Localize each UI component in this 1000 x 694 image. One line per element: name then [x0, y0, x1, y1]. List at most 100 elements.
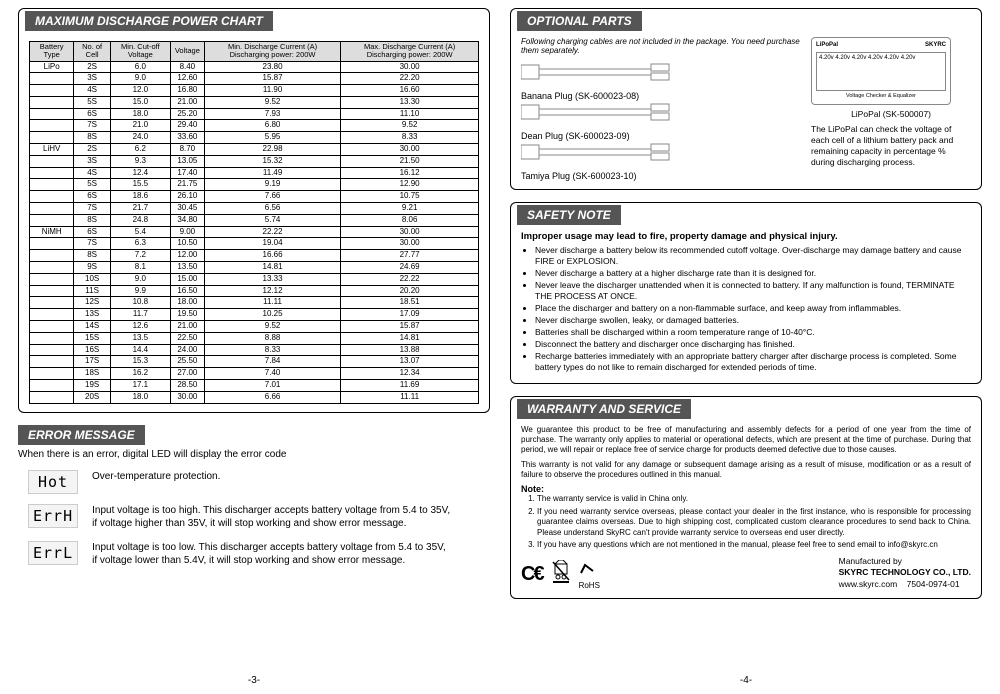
table-header: Battery Type — [30, 42, 74, 62]
notes-list: The warranty service is valid in China o… — [521, 494, 971, 550]
cert-icons: C€ RoHS — [521, 559, 600, 590]
safety-item: Recharge batteries immediately with an a… — [535, 351, 971, 373]
lipopal-mfr: SKYRC — [925, 42, 946, 50]
table-header: No. of Cell — [74, 42, 110, 62]
safety-item: Never discharge swollen, leaky, or damag… — [535, 315, 971, 326]
safety-body: Improper usage may lead to fire, propert… — [510, 225, 982, 384]
cable-label: Dean Plug (SK-600023-09) — [521, 131, 801, 141]
safety-list: Never discharge a battery below its reco… — [521, 245, 971, 374]
safety-item: Never discharge a battery at a higher di… — [535, 268, 971, 279]
safety-item: Disconnect the battery and discharger on… — [535, 339, 971, 350]
note-label: Note: — [521, 484, 971, 494]
cable-label: Banana Plug (SK-600023-08) — [521, 91, 801, 101]
table-row: 18S16.227.007.4012.34 — [30, 368, 479, 380]
safety-item: Place the discharger and battery on a no… — [535, 303, 971, 314]
note-item: If you need warranty service overseas, p… — [537, 507, 971, 538]
error-row: ErrHInput voltage is too high. This disc… — [28, 504, 490, 531]
table-row: 12S10.818.0011.1118.51 — [30, 297, 479, 309]
discharge-table: Battery TypeNo. of CellMin. Cut-off Volt… — [29, 41, 479, 404]
table-row: 19S17.128.507.0111.69 — [30, 380, 479, 392]
cable-row — [521, 61, 801, 83]
mfr-web: www.skyrc.com — [839, 579, 898, 589]
warranty-header: WARRANTY AND SERVICE — [517, 399, 691, 419]
rohs-icon: RoHS — [579, 559, 600, 590]
table-row: 15S13.522.508.8814.81 — [30, 332, 479, 344]
error-row: Hot Over-temperature protection. — [28, 470, 490, 494]
warranty-body: We guarantee this product to be free of … — [510, 419, 982, 599]
table-header: Voltage — [170, 42, 204, 62]
note-item: If you have any questions which are not … — [537, 540, 971, 550]
optional-parts-header: OPTIONAL PARTS — [517, 11, 642, 31]
table-row: LiPo2S6.08.4023.8030.00 — [30, 61, 479, 73]
table-row: 11S9.916.5012.1220.20 — [30, 285, 479, 297]
error-desc: Input voltage is too low. This discharge… — [92, 541, 452, 568]
cable-label: Tamiya Plug (SK-600023-10) — [521, 171, 801, 181]
table-row: 7S21.029.406.809.52 — [30, 120, 479, 132]
table-header: Max. Discharge Current (A) Discharging p… — [341, 42, 479, 62]
manufacturer-info: Manufactured by SKYRC TECHNOLOGY CO., LT… — [839, 556, 971, 589]
page-4: OPTIONAL PARTS Following charging cables… — [510, 8, 982, 686]
table-row: 9S8.113.5014.8124.69 — [30, 262, 479, 274]
lipopal-device: LiPoPal SKYRC 4.20v 4.20v 4.20v 4.20v 4.… — [811, 37, 951, 105]
cable-row — [521, 141, 801, 163]
safety-item: Never leave the discharger unattended wh… — [535, 280, 971, 302]
cable-icon — [521, 141, 671, 163]
lipopal-brand: LiPoPal — [816, 42, 838, 50]
table-row: 8S24.834.805.748.06 — [30, 214, 479, 226]
table-row: 17S15.325.507.8413.07 — [30, 356, 479, 368]
table-row: 8S7.212.0016.6627.77 — [30, 250, 479, 262]
table-row: 3S9.313.0515.3221.50 — [30, 155, 479, 167]
cable-icon — [521, 101, 671, 123]
table-row: 4S12.417.4011.4916.12 — [30, 167, 479, 179]
note-item: The warranty service is valid in China o… — [537, 494, 971, 504]
table-row: 3S9.012.6015.8722.20 — [30, 73, 479, 85]
cable-row — [521, 101, 801, 123]
safety-warning: Improper usage may lead to fire, propert… — [521, 231, 971, 242]
safety-section: SAFETY NOTE Improper usage may lead to f… — [510, 202, 982, 384]
table-row: 8S24.033.605.958.33 — [30, 132, 479, 144]
error-section: ERROR MESSAGE When there is an error, di… — [18, 425, 490, 568]
error-code: Hot — [28, 470, 78, 494]
table-row: 6S18.025.207.9311.10 — [30, 108, 479, 120]
error-code: ErrL — [28, 541, 78, 565]
table-row: NiMH6S5.49.0022.2230.00 — [30, 226, 479, 238]
warranty-p1: We guarantee this product to be free of … — [521, 425, 971, 456]
table-row: 7S21.730.456.569.21 — [30, 203, 479, 215]
mfr-code: 7504-0974-01 — [907, 579, 960, 589]
error-row: ErrL Input voltage is too low. This disch… — [28, 541, 490, 568]
warranty-section: WARRANTY AND SERVICE We guarantee this p… — [510, 396, 982, 599]
table-row: 10S9.015.0013.3322.22 — [30, 273, 479, 285]
page-3: MAXIMUM DISCHARGE POWER CHART Battery Ty… — [18, 8, 490, 686]
page-number-right: -4- — [510, 675, 982, 686]
discharge-header: MAXIMUM DISCHARGE POWER CHART — [25, 11, 273, 31]
warranty-p2: This warranty is not valid for any damag… — [521, 460, 971, 481]
discharge-section: MAXIMUM DISCHARGE POWER CHART Battery Ty… — [18, 8, 490, 413]
error-intro: When there is an error, digital LED will… — [18, 449, 490, 460]
table-row: 7S6.310.5019.0430.00 — [30, 238, 479, 250]
mfr-company: SKYRC TECHNOLOGY CO., LTD. — [839, 567, 971, 578]
table-row: LiHV2S6.28.7022.9830.00 — [30, 144, 479, 156]
table-header: Min. Discharge Current (A) Discharging p… — [204, 42, 340, 62]
error-desc: Over-temperature protection. — [92, 470, 220, 484]
table-row: 5S15.521.759.1912.90 — [30, 179, 479, 191]
discharge-body: Battery TypeNo. of CellMin. Cut-off Volt… — [18, 31, 490, 413]
table-row: 13S11.719.5010.2517.09 — [30, 309, 479, 321]
lipopal-sub: Voltage Checker & Equalizer — [816, 93, 946, 100]
table-row: 5S15.021.009.5213.30 — [30, 96, 479, 108]
cable-icon — [521, 61, 671, 83]
error-header: ERROR MESSAGE — [18, 425, 145, 445]
table-row: 20S18.030.006.6611.11 — [30, 391, 479, 403]
page-number-left: -3- — [18, 675, 490, 686]
mfr-by: Manufactured by — [839, 556, 971, 567]
optional-intro: Following charging cables are not includ… — [521, 37, 801, 55]
table-row: 4S12.016.8011.9016.60 — [30, 85, 479, 97]
table-row: 16S14.424.008.3313.88 — [30, 344, 479, 356]
lipopal-desc: The LiPoPal can check the voltage of eac… — [811, 124, 971, 168]
table-row: 6S18.626.107.6610.75 — [30, 191, 479, 203]
optional-parts-section: OPTIONAL PARTS Following charging cables… — [510, 8, 982, 190]
safety-header: SAFETY NOTE — [517, 205, 621, 225]
table-row: 14S12.621.009.5215.87 — [30, 321, 479, 333]
safety-item: Never discharge a battery below its reco… — [535, 245, 971, 267]
lipopal-label: LiPoPal (SK-500007) — [811, 109, 971, 120]
safety-item: Batteries shall be discharged within a r… — [535, 327, 971, 338]
